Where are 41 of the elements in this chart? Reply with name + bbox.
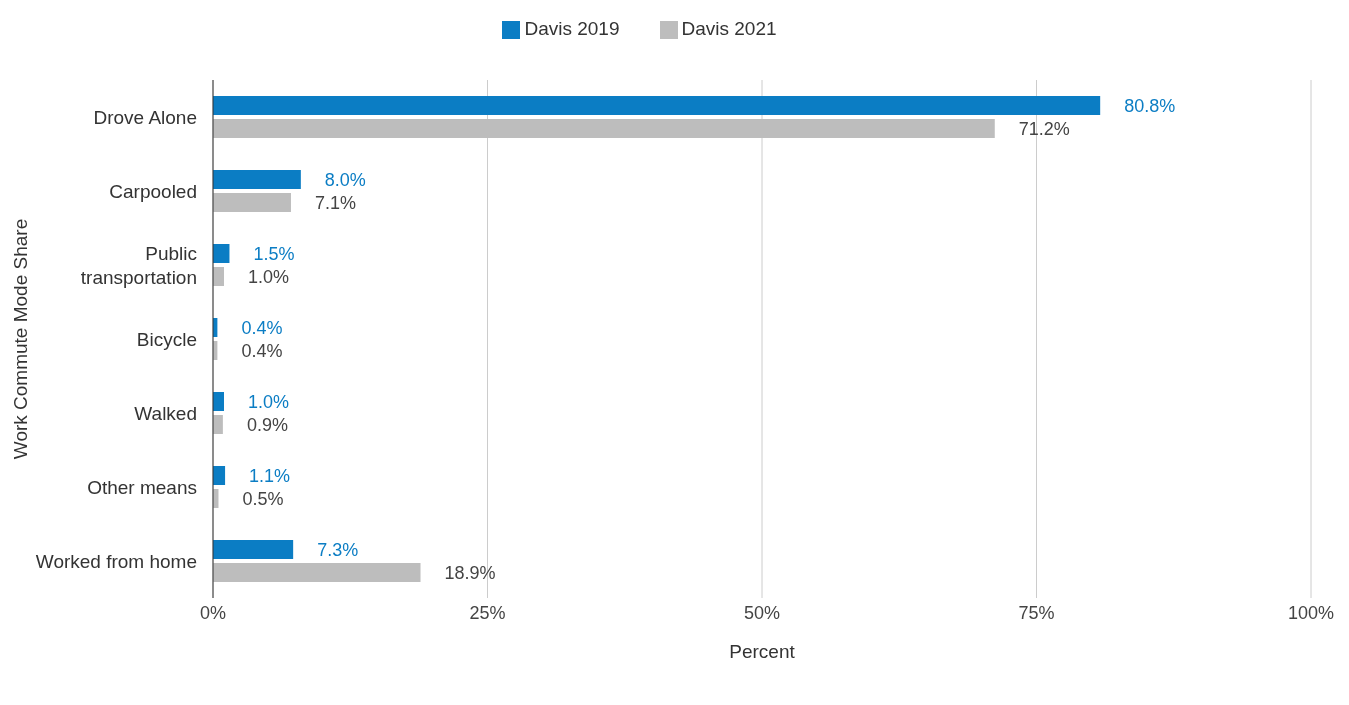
x-tick-label: 0% xyxy=(199,602,227,623)
data-label: 80.8% xyxy=(1124,95,1176,116)
data-label: 0.4% xyxy=(241,317,283,338)
bar xyxy=(213,540,294,559)
data-label: 0.9% xyxy=(246,414,288,435)
bar xyxy=(213,170,301,189)
data-label: 1.0% xyxy=(247,391,290,412)
y-tick-label: Drove Alone xyxy=(93,107,197,128)
y-tick-label: Other means xyxy=(87,477,197,498)
y-tick-label: Public transportation xyxy=(80,243,197,288)
y-tick-label: Worked from home xyxy=(35,551,197,572)
bar xyxy=(213,415,223,434)
x-tick-label: 100% xyxy=(1287,602,1335,623)
bar xyxy=(213,244,230,263)
bar xyxy=(213,466,226,485)
y-axis-title: Work Commute Mode Share xyxy=(9,218,31,460)
bar xyxy=(213,563,421,582)
data-label: 8.0% xyxy=(324,169,366,190)
y-tick-label: Carpooled xyxy=(109,181,197,202)
data-label: 7.1% xyxy=(314,192,356,213)
bar xyxy=(213,193,291,212)
bar xyxy=(213,392,224,411)
legend-label: Davis 2021 xyxy=(681,18,777,39)
x-tick-label: 25% xyxy=(469,602,506,623)
data-label: 1.1% xyxy=(249,465,291,486)
data-label: 0.4% xyxy=(241,340,283,361)
data-label: 71.2% xyxy=(1018,118,1070,139)
x-tick-label: 50% xyxy=(743,602,781,623)
bar xyxy=(213,96,1101,115)
x-tick-label: 75% xyxy=(1018,602,1055,623)
legend-label: Davis 2019 xyxy=(524,18,620,39)
y-tick-label: Walked xyxy=(134,403,197,424)
x-axis-title: Percent xyxy=(729,641,796,662)
bar xyxy=(213,119,995,138)
bar xyxy=(213,267,224,286)
data-label: 0.5% xyxy=(242,488,284,509)
y-tick-label: Bicycle xyxy=(136,329,197,350)
data-label: 1.5% xyxy=(253,243,295,264)
data-label: 1.0% xyxy=(247,266,290,287)
data-label: 18.9% xyxy=(444,562,496,583)
data-label: 7.3% xyxy=(317,539,359,560)
